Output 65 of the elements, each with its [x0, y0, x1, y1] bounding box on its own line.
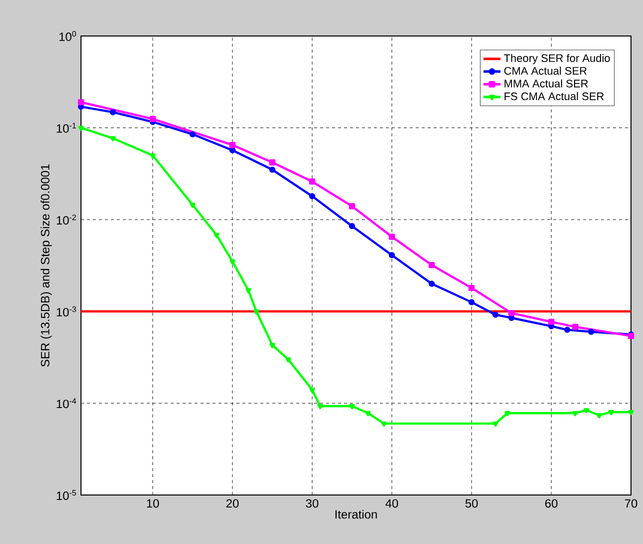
point — [628, 410, 634, 416]
point — [492, 312, 499, 318]
point — [309, 193, 316, 200]
y-tick-label: 10$^{-1}$ — [56, 122, 76, 133]
point — [564, 326, 570, 333]
point — [269, 166, 276, 173]
legend-label: CMA Actual SER — [504, 66, 587, 75]
y-tick-label: 10$^{-2}$ — [56, 214, 76, 225]
point — [78, 126, 84, 131]
point — [608, 410, 614, 416]
point — [309, 388, 315, 393]
point — [246, 288, 252, 294]
point — [190, 131, 196, 138]
point — [269, 342, 276, 348]
x-tick-label: 50 — [465, 499, 478, 508]
y-axis-title: SER (13.5DB) and Step Size of0.0001 — [40, 164, 52, 367]
point — [229, 142, 236, 148]
x-tick-label: 60 — [545, 499, 558, 508]
point — [348, 203, 356, 210]
point — [349, 404, 355, 410]
y-tick-label: 10$^{-5}$ — [56, 490, 76, 500]
point — [388, 252, 395, 258]
y-tick-label: 10$^{-3}$ — [56, 306, 76, 316]
point — [596, 413, 602, 418]
point — [150, 153, 156, 159]
point — [150, 116, 156, 122]
x-tick-label: 70 — [624, 499, 638, 508]
point — [229, 147, 236, 154]
legend-label: FS CMA Actual SER — [504, 92, 604, 100]
point — [428, 280, 435, 287]
point — [572, 411, 578, 416]
point — [348, 222, 356, 230]
legend-label: MMA Actual SER — [504, 79, 588, 88]
x-axis-title: Iteration — [336, 510, 377, 519]
point — [254, 309, 260, 314]
point — [548, 318, 554, 325]
point — [269, 159, 276, 166]
point — [78, 99, 84, 106]
x-tick-label: 10 — [146, 499, 159, 508]
point — [110, 136, 116, 142]
x-tick-label: 20 — [226, 499, 239, 508]
point — [468, 299, 475, 306]
point — [365, 411, 371, 416]
point — [504, 411, 510, 416]
point — [492, 421, 498, 427]
point — [388, 234, 395, 240]
x-tick-label: 40 — [386, 499, 398, 508]
legend-label: Theory SER for Audio — [504, 54, 610, 64]
y-tick-label: 10$^{-4}$ — [56, 398, 76, 408]
point — [468, 284, 475, 292]
point — [214, 232, 220, 238]
y-tick-label: 10$^{0}$ — [59, 30, 76, 41]
point — [584, 408, 590, 414]
point — [285, 357, 292, 362]
point — [110, 109, 116, 116]
point — [230, 259, 236, 265]
point — [572, 324, 578, 330]
point — [428, 262, 435, 268]
point — [508, 310, 515, 316]
point — [309, 178, 316, 185]
point — [588, 328, 594, 335]
x-tick-label: 30 — [306, 499, 318, 508]
point — [190, 202, 196, 208]
point — [381, 421, 387, 427]
point — [317, 404, 323, 410]
